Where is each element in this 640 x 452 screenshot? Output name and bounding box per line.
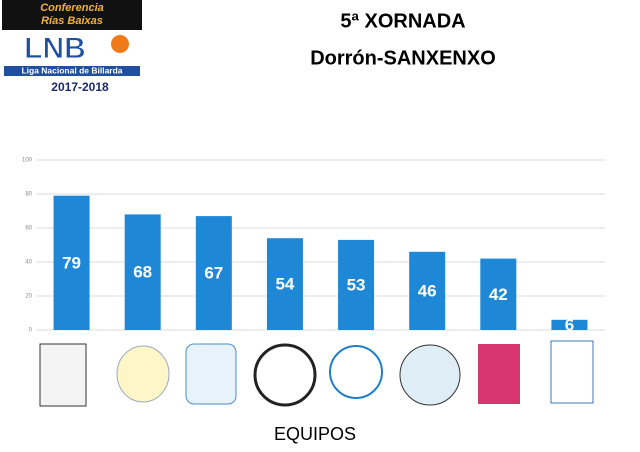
bar: [195, 216, 232, 330]
bar: [124, 214, 161, 330]
logo-text: Liga Nacional de Billarda: [21, 65, 122, 75]
team-logo: [399, 344, 461, 406]
team-logo: [39, 343, 87, 407]
bar: [480, 258, 517, 330]
bar: [338, 239, 375, 330]
logo-figure: [111, 35, 129, 53]
chart-subtitle: Dorrón-SANXENXO: [310, 47, 496, 69]
bar: [266, 238, 303, 330]
data-label: 6: [565, 315, 574, 334]
team-logos: [39, 340, 594, 407]
y-tick-label: 100: [22, 158, 33, 164]
logo-season: 2017-2018: [51, 80, 109, 94]
data-label: 42: [489, 285, 508, 304]
logo-band: [4, 66, 140, 76]
x-axis-label: EQUIPOS: [274, 424, 356, 444]
team-logo: [116, 345, 170, 403]
team-logo: [185, 343, 237, 405]
y-tick-label: 20: [25, 294, 32, 300]
logo-banner: [2, 0, 142, 30]
chart-title: 5ª XORNADA: [340, 10, 465, 32]
bar: [53, 195, 90, 330]
team-logo: [478, 344, 520, 404]
logo-brand: LNB: [24, 32, 86, 65]
y-tick-label: 80: [25, 192, 32, 198]
bar: [551, 319, 588, 330]
team-logo: [329, 345, 383, 399]
team-logo: [253, 343, 317, 407]
data-label: 53: [347, 275, 366, 294]
y-tick-label: 60: [25, 226, 32, 232]
logo: Conferencia Rías Baixas LNB Liga Naciona…: [2, 0, 142, 94]
y-tick-label: 40: [25, 260, 32, 266]
data-label: 79: [62, 253, 81, 272]
data-label: 68: [133, 263, 152, 282]
team-logo: [550, 340, 594, 404]
y-tick-label: 0: [29, 328, 33, 334]
data-label: 54: [275, 275, 294, 294]
logo-text: Conferencia: [40, 2, 104, 14]
data-label: 46: [418, 281, 437, 300]
logo-text: Rías Baixas: [41, 15, 103, 27]
data-label: 67: [204, 264, 223, 283]
bar: [409, 251, 446, 330]
